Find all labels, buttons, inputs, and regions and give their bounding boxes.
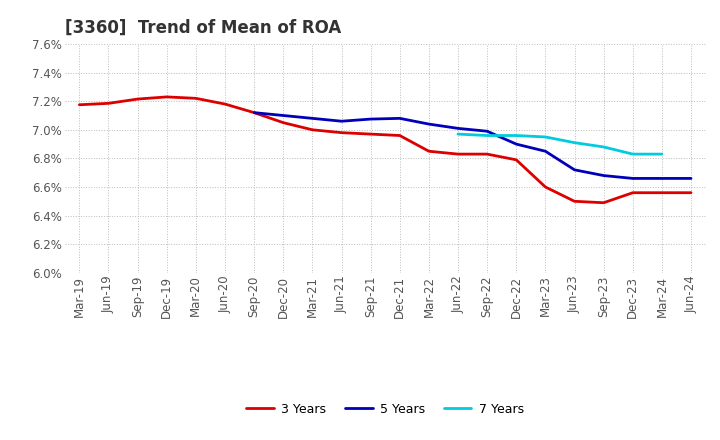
3 Years — [454, 151, 462, 157]
7 Years — [454, 132, 462, 137]
5 Years — [483, 128, 492, 134]
3 Years — [687, 190, 696, 195]
3 Years — [395, 133, 404, 138]
5 Years — [366, 117, 375, 122]
3 Years — [512, 157, 521, 162]
5 Years — [629, 176, 637, 181]
5 Years — [512, 141, 521, 147]
Text: [3360]  Trend of Mean of ROA: [3360] Trend of Mean of ROA — [65, 19, 341, 37]
Line: 7 Years: 7 Years — [458, 134, 662, 154]
3 Years — [75, 102, 84, 107]
5 Years — [454, 126, 462, 131]
5 Years — [250, 110, 258, 115]
5 Years — [395, 116, 404, 121]
3 Years — [133, 96, 142, 102]
3 Years — [337, 130, 346, 136]
3 Years — [250, 110, 258, 115]
5 Years — [425, 121, 433, 127]
5 Years — [541, 149, 550, 154]
7 Years — [570, 140, 579, 145]
5 Years — [599, 173, 608, 178]
3 Years — [541, 184, 550, 190]
5 Years — [279, 113, 287, 118]
5 Years — [308, 116, 317, 121]
3 Years — [104, 101, 113, 106]
5 Years — [570, 167, 579, 172]
3 Years — [425, 149, 433, 154]
3 Years — [483, 151, 492, 157]
5 Years — [657, 176, 666, 181]
3 Years — [220, 101, 229, 106]
Line: 3 Years: 3 Years — [79, 97, 691, 203]
Line: 5 Years: 5 Years — [254, 113, 691, 178]
7 Years — [512, 133, 521, 138]
3 Years — [657, 190, 666, 195]
7 Years — [629, 151, 637, 157]
3 Years — [599, 200, 608, 205]
3 Years — [163, 94, 171, 99]
7 Years — [657, 151, 666, 157]
5 Years — [337, 119, 346, 124]
7 Years — [599, 144, 608, 150]
3 Years — [629, 190, 637, 195]
3 Years — [308, 127, 317, 132]
3 Years — [570, 198, 579, 204]
7 Years — [483, 133, 492, 138]
3 Years — [192, 96, 200, 101]
3 Years — [279, 120, 287, 125]
3 Years — [366, 132, 375, 137]
Legend: 3 Years, 5 Years, 7 Years: 3 Years, 5 Years, 7 Years — [241, 398, 529, 421]
5 Years — [687, 176, 696, 181]
7 Years — [541, 134, 550, 139]
